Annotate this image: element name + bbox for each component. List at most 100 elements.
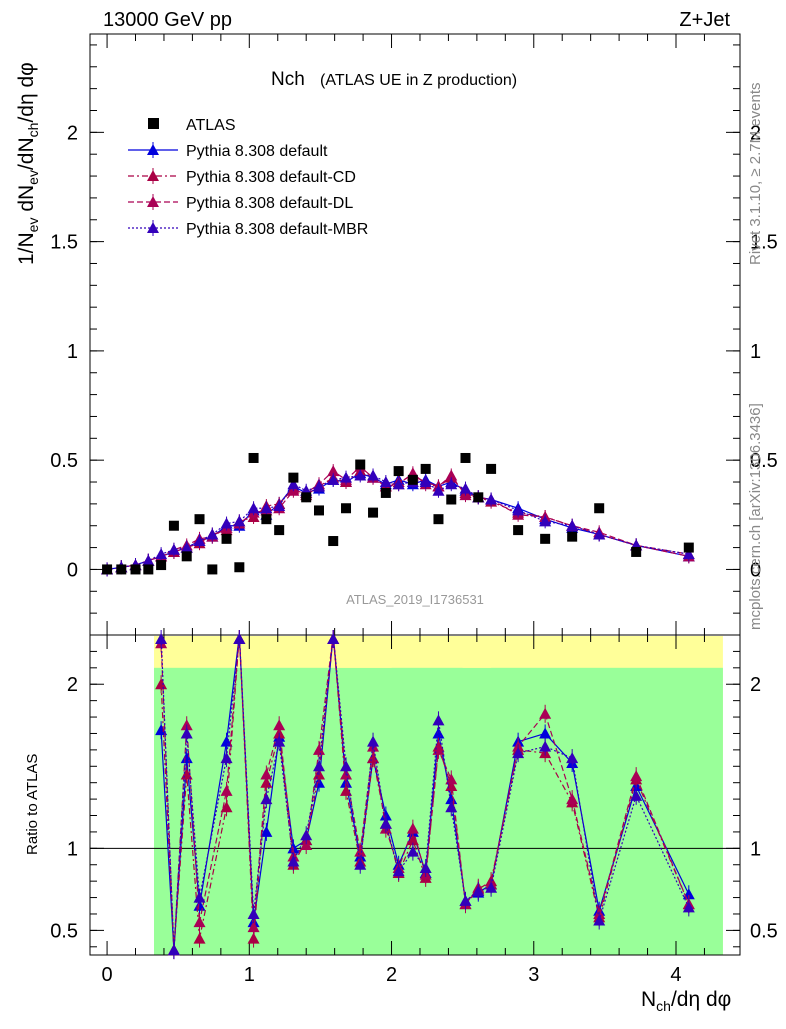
ratio-series-marker [340, 760, 353, 772]
ratio-series-marker [300, 829, 313, 841]
series-marker [220, 517, 233, 529]
series-marker [445, 478, 458, 490]
series-marker [593, 528, 606, 540]
ratio-series-marker [472, 885, 485, 896]
ratio-series-marker [155, 678, 168, 690]
ratio-plot-frame [89, 634, 741, 956]
atlas-data-point [194, 514, 205, 525]
legend-label: Pythia 8.308 default-CD [186, 169, 356, 186]
atlas-data-point [446, 494, 457, 505]
ratio-series-marker [180, 727, 193, 739]
series-marker [367, 469, 380, 481]
main-plot-panel: 0 0.5 1 1.5 2 0 0.5 1 1.5 2 ATLAS Pythia 8.308 defa… [50, 33, 778, 636]
series-marker [566, 519, 579, 531]
ratio-series-marker [630, 789, 643, 801]
atlas-data-point [407, 474, 418, 485]
atlas-data-point [181, 551, 192, 562]
series-marker [327, 465, 340, 477]
atlas-data-point [433, 514, 444, 525]
legend: ATLAS Pythia 8.308 default Pythia 8.308 de… [128, 117, 368, 238]
y-tick-label-right: 0.5 [750, 450, 778, 472]
y-tick-label-right: 1.5 [750, 232, 778, 254]
series-marker [312, 480, 325, 492]
ratio-series-marker [539, 740, 552, 752]
legend-label: Pythia 8.308 default-DL [186, 195, 353, 212]
x-tick-label: 4 [670, 964, 681, 986]
atlas-data-point [301, 492, 312, 503]
series-marker [273, 500, 286, 512]
ratio-series-marker [233, 633, 246, 644]
series-marker [155, 548, 168, 560]
series-marker [167, 543, 180, 555]
ratio-series-marker [287, 855, 300, 867]
ratio-series-marker [354, 858, 367, 870]
y-tick-label: 2 [67, 122, 78, 144]
series-marker [512, 504, 525, 516]
ratio-series-marker [273, 719, 286, 731]
y-tick-label-right: 0 [750, 559, 761, 581]
atlas-data-point [130, 564, 141, 575]
series-marker [485, 493, 498, 505]
atlas-data-point [513, 525, 524, 536]
ratio-series-marker [220, 752, 233, 764]
series-marker [392, 478, 405, 490]
atlas-data-point [261, 514, 272, 525]
series-marker [180, 541, 193, 553]
atlas-data-point [234, 562, 245, 573]
ratio-y-tick-label: 2 [67, 674, 78, 696]
ratio-series-marker [260, 793, 273, 805]
ratio-series-marker [193, 932, 206, 944]
ratio-series-marker [379, 817, 392, 829]
y-tick-label: 0 [67, 559, 78, 581]
series-marker [193, 535, 206, 547]
atlas-data-point [116, 564, 127, 575]
ratio-series-marker [247, 932, 260, 944]
ratio-series-marker [167, 944, 180, 956]
atlas-data-point [594, 503, 605, 514]
analysis-watermark: ATLAS_2019_I1736531 [346, 592, 484, 607]
energy-label: 13000 GeV pp [103, 9, 232, 31]
legend-marker [147, 222, 159, 233]
ratio-series-marker [180, 752, 193, 764]
x-tick-label: 3 [528, 964, 539, 986]
y-tick-label: 1.5 [50, 232, 78, 254]
legend-label: ATLAS [186, 117, 236, 134]
series-marker [419, 476, 432, 488]
legend-marker [147, 144, 159, 155]
legend-marker [147, 170, 159, 181]
plot-subtitle: (ATLAS UE in Z production) [320, 72, 517, 89]
ratio-series-marker [260, 768, 273, 780]
series-marker [340, 471, 353, 483]
series-marker [379, 476, 392, 488]
series-marker [233, 515, 246, 527]
x-tick-label: 2 [386, 964, 397, 986]
ratio-series-marker [300, 839, 313, 851]
ratio-series-marker [539, 707, 552, 719]
ratio-series-marker [419, 862, 432, 874]
ratio-y-tick-label: 0.5 [50, 920, 78, 942]
ratio-series-marker [220, 735, 233, 747]
series-marker [327, 473, 340, 485]
ratio-series-marker [312, 743, 325, 755]
ratio-series-marker [367, 735, 380, 747]
ratio-series-marker [367, 752, 380, 764]
ratio-y-tick-label-right: 2 [750, 674, 761, 696]
atlas-data-point [368, 507, 379, 518]
atlas-data-point [631, 546, 642, 557]
ratio-series-marker [247, 907, 260, 919]
ratio-series-marker [155, 724, 168, 736]
atlas-data-point [274, 525, 285, 536]
ratio-series-marker [247, 921, 260, 933]
atlas-data-point [460, 452, 471, 463]
series-marker [206, 528, 219, 540]
series-marker [247, 502, 260, 514]
ratio-series-marker [220, 801, 233, 813]
process-label: Z+Jet [679, 9, 730, 31]
ratio-series-marker [566, 752, 579, 764]
ratio-y-axis-label: Ratio to ATLAS [24, 754, 41, 855]
rivet-label: Rivet 3.1.10, ≥ 2.7M events [747, 83, 764, 266]
atlas-data-point [288, 472, 299, 483]
ratio-series-marker [155, 633, 168, 644]
atlas-data-point [313, 505, 324, 516]
ratio-series-marker [220, 784, 233, 796]
